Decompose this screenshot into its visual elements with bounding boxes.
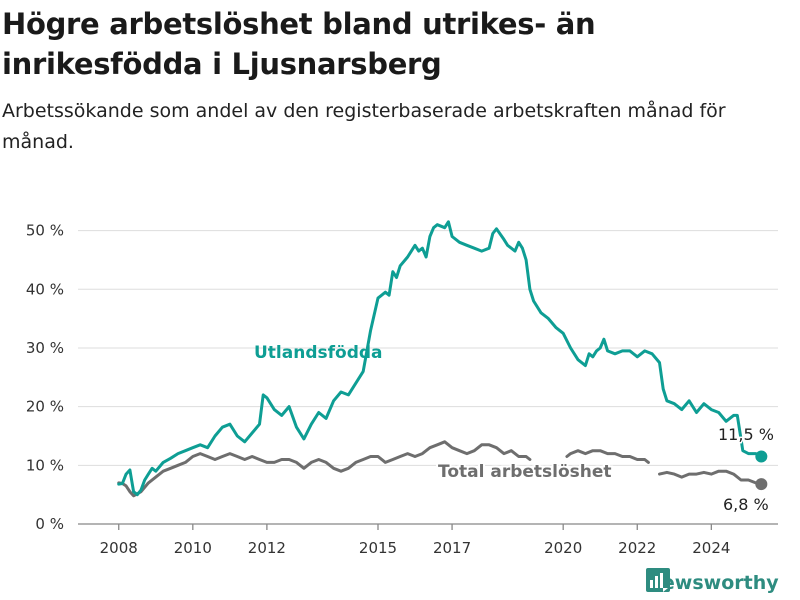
x-axis: 2008 2010 2012 2015 2017 2020 2022 2024 — [78, 523, 778, 557]
y-tick-label: 40 % — [26, 280, 64, 298]
x-tick-label: 2017 — [433, 539, 471, 557]
total-series-label: Total arbetslöshet — [438, 462, 612, 482]
annotations: Utlandsfödda Total arbetslöshet 11,5 % 6,8 … — [254, 343, 775, 516]
bar-chart-icon — [646, 568, 670, 592]
x-tick-label: 2010 — [174, 539, 212, 557]
x-tick-label: 2024 — [692, 539, 730, 557]
foreign-born-series-label: Utlandsfödda — [254, 343, 383, 363]
newsworthy-logo: Newsworthy — [646, 568, 779, 598]
x-tick-label: 2008 — [100, 539, 138, 557]
logo-text: Newsworthy — [646, 572, 779, 594]
x-tick-label: 2020 — [544, 539, 582, 557]
y-tick-label: 20 % — [26, 398, 64, 416]
y-tick-label: 50 % — [26, 222, 64, 240]
total-unemployment-line — [565, 449, 650, 464]
foreign-born-end-dot — [755, 450, 768, 463]
gridlines — [78, 230, 778, 466]
y-tick-label: 30 % — [26, 339, 64, 357]
total-unemployment-line — [117, 440, 532, 498]
foreign-born-end-label: 11,5 % — [718, 425, 774, 444]
x-tick-label: 2012 — [248, 539, 286, 557]
total-end-label: 6,8 % — [723, 495, 769, 514]
series-lines — [117, 220, 763, 498]
total-end-dot — [755, 478, 768, 491]
chart-title: Högre arbetslöshet bland utrikes- än inr… — [2, 7, 596, 81]
chart-subtitle: Arbetssökande som andel av den registerb… — [2, 100, 726, 153]
foreign-born-line — [117, 220, 763, 497]
x-tick-label: 2015 — [359, 539, 397, 557]
total-unemployment-line — [658, 469, 763, 486]
y-tick-label: 0 % — [35, 515, 64, 533]
x-tick-label: 2022 — [618, 539, 656, 557]
y-tick-label: 10 % — [26, 456, 64, 474]
y-axis-labels: 0 % 10 % 20 % 30 % 40 % 50 % — [26, 222, 64, 533]
